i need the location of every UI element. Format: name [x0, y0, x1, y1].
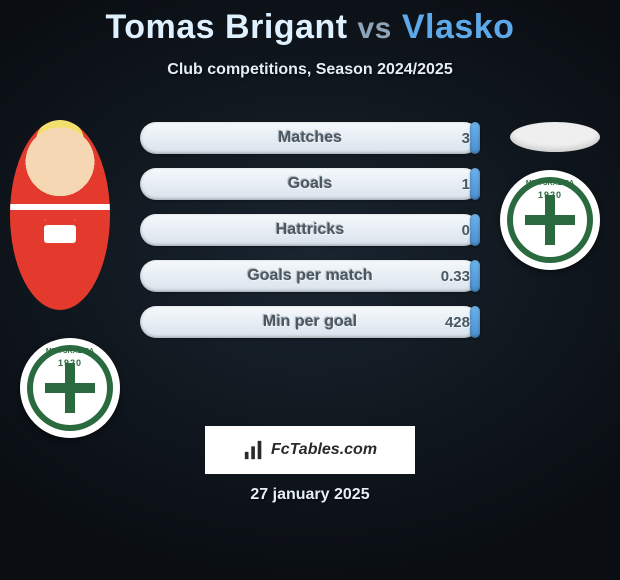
stat-bar-player2: [470, 214, 480, 246]
bars-chart-icon: [243, 439, 265, 461]
stat-value-player1: 428: [445, 306, 470, 338]
stat-value-player1: 3: [462, 122, 470, 154]
player2-avatar: [510, 122, 600, 152]
player1-name: Tomas Brigant: [106, 8, 348, 46]
comparison-title: Tomas Brigant vs Vlasko: [0, 0, 620, 47]
vs-label: vs: [358, 12, 392, 45]
stats-bars: Matches3 Goals1 Hattricks0 Goals per match0…: [140, 122, 480, 352]
stat-bar-player1: [140, 306, 480, 338]
stat-row: Matches3: [140, 122, 480, 154]
watermark-text: FcTables.com: [271, 441, 377, 459]
club-badge-cross-icon: [525, 195, 575, 245]
stat-bar-player2: [470, 122, 480, 154]
stat-bar-player1: [140, 260, 480, 292]
player1-avatar-image: [10, 120, 110, 310]
stat-bar-player2: [470, 168, 480, 200]
player1-avatar: [10, 120, 110, 310]
stat-bar-player2: [470, 260, 480, 292]
watermark: FcTables.com: [205, 426, 415, 474]
player2-club-badge: MFK SKALICA 1920: [500, 170, 600, 270]
stat-row: Goals1: [140, 168, 480, 200]
player2-name: Vlasko: [402, 8, 515, 46]
club-badge-icon: MFK SKALICA 1920: [500, 170, 600, 270]
stat-bar-player1: [140, 214, 480, 246]
subtitle: Club competitions, Season 2024/2025: [0, 61, 620, 79]
stat-bar-player2: [470, 306, 480, 338]
stat-value-player1: 1: [462, 168, 470, 200]
stat-row: Min per goal428: [140, 306, 480, 338]
stat-bar-player1: [140, 122, 480, 154]
stat-bar-player1: [140, 168, 480, 200]
player1-club-badge: MFK SKALICA 1920: [20, 338, 120, 438]
stat-row: Hattricks0: [140, 214, 480, 246]
club-badge-cross-icon: [45, 363, 95, 413]
player2-avatar-placeholder: [510, 122, 600, 152]
date-label: 27 january 2025: [0, 486, 620, 504]
stat-value-player1: 0: [462, 214, 470, 246]
stat-value-player1: 0.33: [441, 260, 470, 292]
club-badge-icon: MFK SKALICA 1920: [20, 338, 120, 438]
club-badge-arc: MFK SKALICA: [500, 180, 600, 187]
club-badge-arc: MFK SKALICA: [20, 348, 120, 355]
stat-row: Goals per match0.33: [140, 260, 480, 292]
